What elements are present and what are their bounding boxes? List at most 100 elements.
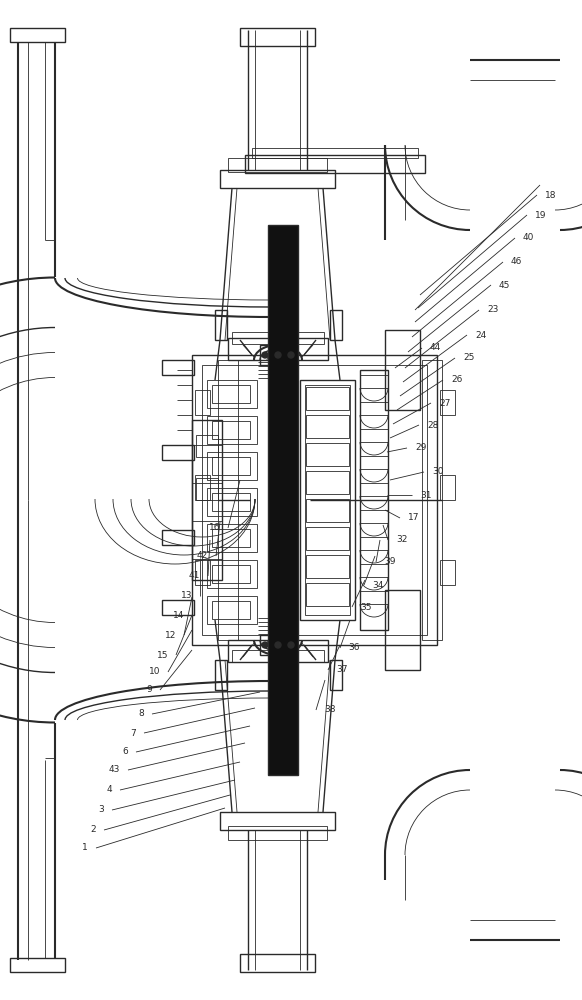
Text: 44: 44: [430, 344, 441, 353]
Text: 1: 1: [82, 844, 88, 852]
Text: 29: 29: [415, 444, 427, 452]
Bar: [228, 338, 328, 360]
Bar: [306, 471, 349, 494]
Text: 3: 3: [98, 806, 104, 814]
Text: 38: 38: [324, 706, 335, 714]
Text: 34: 34: [372, 580, 384, 589]
Text: 8: 8: [139, 710, 144, 718]
Circle shape: [288, 642, 294, 648]
Text: 7: 7: [130, 728, 136, 738]
Bar: [220, 812, 335, 830]
Bar: [440, 475, 455, 500]
Bar: [212, 493, 250, 511]
Bar: [240, 954, 315, 972]
Circle shape: [275, 352, 281, 358]
Bar: [240, 28, 315, 46]
Text: 15: 15: [157, 650, 168, 660]
Bar: [385, 330, 420, 410]
Text: 35: 35: [360, 602, 371, 611]
Bar: [212, 421, 250, 439]
Bar: [215, 310, 227, 340]
Bar: [207, 416, 257, 444]
Bar: [422, 360, 442, 640]
Bar: [196, 435, 218, 457]
Text: 9: 9: [146, 686, 152, 694]
Text: 18: 18: [545, 190, 556, 200]
Text: 17: 17: [408, 514, 420, 522]
Bar: [300, 380, 355, 620]
Bar: [306, 583, 349, 606]
Bar: [196, 478, 218, 500]
Bar: [218, 360, 238, 640]
Bar: [195, 475, 210, 500]
Bar: [162, 360, 194, 375]
Bar: [212, 565, 250, 583]
Bar: [207, 560, 257, 588]
Bar: [260, 345, 296, 365]
Text: 28: 28: [427, 420, 438, 430]
Bar: [268, 225, 298, 775]
Text: 19: 19: [535, 211, 546, 220]
Text: 31: 31: [420, 490, 431, 499]
Bar: [305, 385, 350, 615]
Circle shape: [262, 352, 268, 358]
Text: 23: 23: [487, 306, 498, 314]
Bar: [202, 365, 427, 635]
Bar: [228, 826, 327, 840]
Bar: [192, 420, 222, 580]
Bar: [232, 332, 324, 344]
Text: 30: 30: [432, 468, 443, 477]
Bar: [252, 148, 418, 158]
Text: 27: 27: [439, 398, 450, 408]
Text: 37: 37: [336, 666, 347, 674]
Text: 14: 14: [173, 610, 184, 619]
Bar: [228, 158, 327, 172]
Text: 10: 10: [148, 668, 160, 676]
Text: 39: 39: [384, 558, 396, 566]
Bar: [330, 310, 342, 340]
Text: 43: 43: [109, 766, 120, 774]
Bar: [245, 155, 425, 173]
Bar: [228, 640, 328, 662]
Bar: [215, 660, 227, 690]
Circle shape: [288, 352, 294, 358]
Bar: [207, 524, 257, 552]
Bar: [330, 660, 342, 690]
Bar: [360, 370, 388, 630]
Bar: [195, 560, 210, 585]
Bar: [212, 601, 250, 619]
Text: 40: 40: [523, 233, 534, 242]
Bar: [306, 555, 349, 578]
Bar: [162, 445, 194, 460]
Text: 25: 25: [463, 354, 474, 362]
Text: 32: 32: [396, 536, 407, 544]
Bar: [440, 390, 455, 415]
Text: 4: 4: [107, 786, 112, 794]
Bar: [192, 355, 437, 645]
Text: 6: 6: [122, 748, 128, 756]
Bar: [195, 390, 210, 415]
Bar: [306, 415, 349, 438]
Text: 13: 13: [180, 591, 192, 600]
Bar: [10, 958, 65, 972]
Bar: [207, 452, 257, 480]
Text: 36: 36: [348, 644, 360, 652]
Text: 16: 16: [208, 524, 220, 532]
Text: 45: 45: [499, 280, 510, 290]
Bar: [306, 387, 349, 410]
Bar: [306, 499, 349, 522]
Circle shape: [275, 642, 281, 648]
Bar: [306, 443, 349, 466]
Text: 26: 26: [451, 375, 462, 384]
Bar: [10, 28, 65, 42]
Text: 24: 24: [475, 330, 486, 340]
Bar: [162, 600, 194, 615]
Bar: [162, 530, 194, 545]
Text: 12: 12: [165, 631, 176, 640]
Text: 42: 42: [197, 552, 208, 560]
Bar: [207, 488, 257, 516]
Bar: [385, 590, 420, 670]
Bar: [212, 457, 250, 475]
Bar: [212, 385, 250, 403]
Bar: [220, 170, 335, 188]
